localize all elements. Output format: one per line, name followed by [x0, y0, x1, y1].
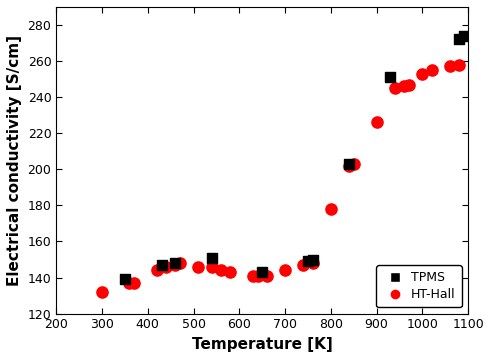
TPMS: [304, 258, 312, 264]
TPMS: [309, 257, 317, 262]
TPMS: [345, 161, 353, 167]
HT-Hall: [373, 120, 381, 125]
Y-axis label: Electrical conductivity [S/cm]: Electrical conductivity [S/cm]: [7, 35, 22, 286]
HT-Hall: [208, 264, 216, 270]
HT-Hall: [171, 262, 179, 268]
HT-Hall: [418, 71, 426, 76]
HT-Hall: [345, 163, 353, 169]
HT-Hall: [226, 269, 234, 275]
TPMS: [455, 37, 463, 42]
HT-Hall: [405, 81, 412, 87]
Legend: TPMS, HT-Hall: TPMS, HT-Hall: [376, 265, 462, 307]
HT-Hall: [391, 85, 399, 91]
HT-Hall: [446, 64, 454, 69]
HT-Hall: [281, 267, 289, 273]
TPMS: [208, 255, 216, 261]
TPMS: [121, 276, 129, 282]
HT-Hall: [217, 267, 225, 273]
HT-Hall: [98, 289, 106, 295]
HT-Hall: [400, 83, 408, 89]
TPMS: [386, 74, 394, 80]
HT-Hall: [300, 262, 307, 268]
HT-Hall: [194, 264, 202, 270]
HT-Hall: [428, 67, 436, 73]
HT-Hall: [249, 273, 257, 279]
HT-Hall: [153, 267, 161, 273]
TPMS: [258, 269, 266, 275]
HT-Hall: [327, 206, 335, 212]
TPMS: [158, 262, 165, 268]
HT-Hall: [263, 273, 271, 279]
HT-Hall: [162, 264, 170, 270]
HT-Hall: [455, 62, 463, 67]
TPMS: [171, 260, 179, 266]
HT-Hall: [130, 280, 138, 286]
HT-Hall: [309, 260, 317, 266]
TPMS: [460, 33, 467, 39]
X-axis label: Temperature [K]: Temperature [K]: [192, 337, 332, 352]
HT-Hall: [350, 161, 357, 167]
HT-Hall: [254, 273, 262, 279]
HT-Hall: [126, 280, 134, 286]
HT-Hall: [176, 260, 184, 266]
